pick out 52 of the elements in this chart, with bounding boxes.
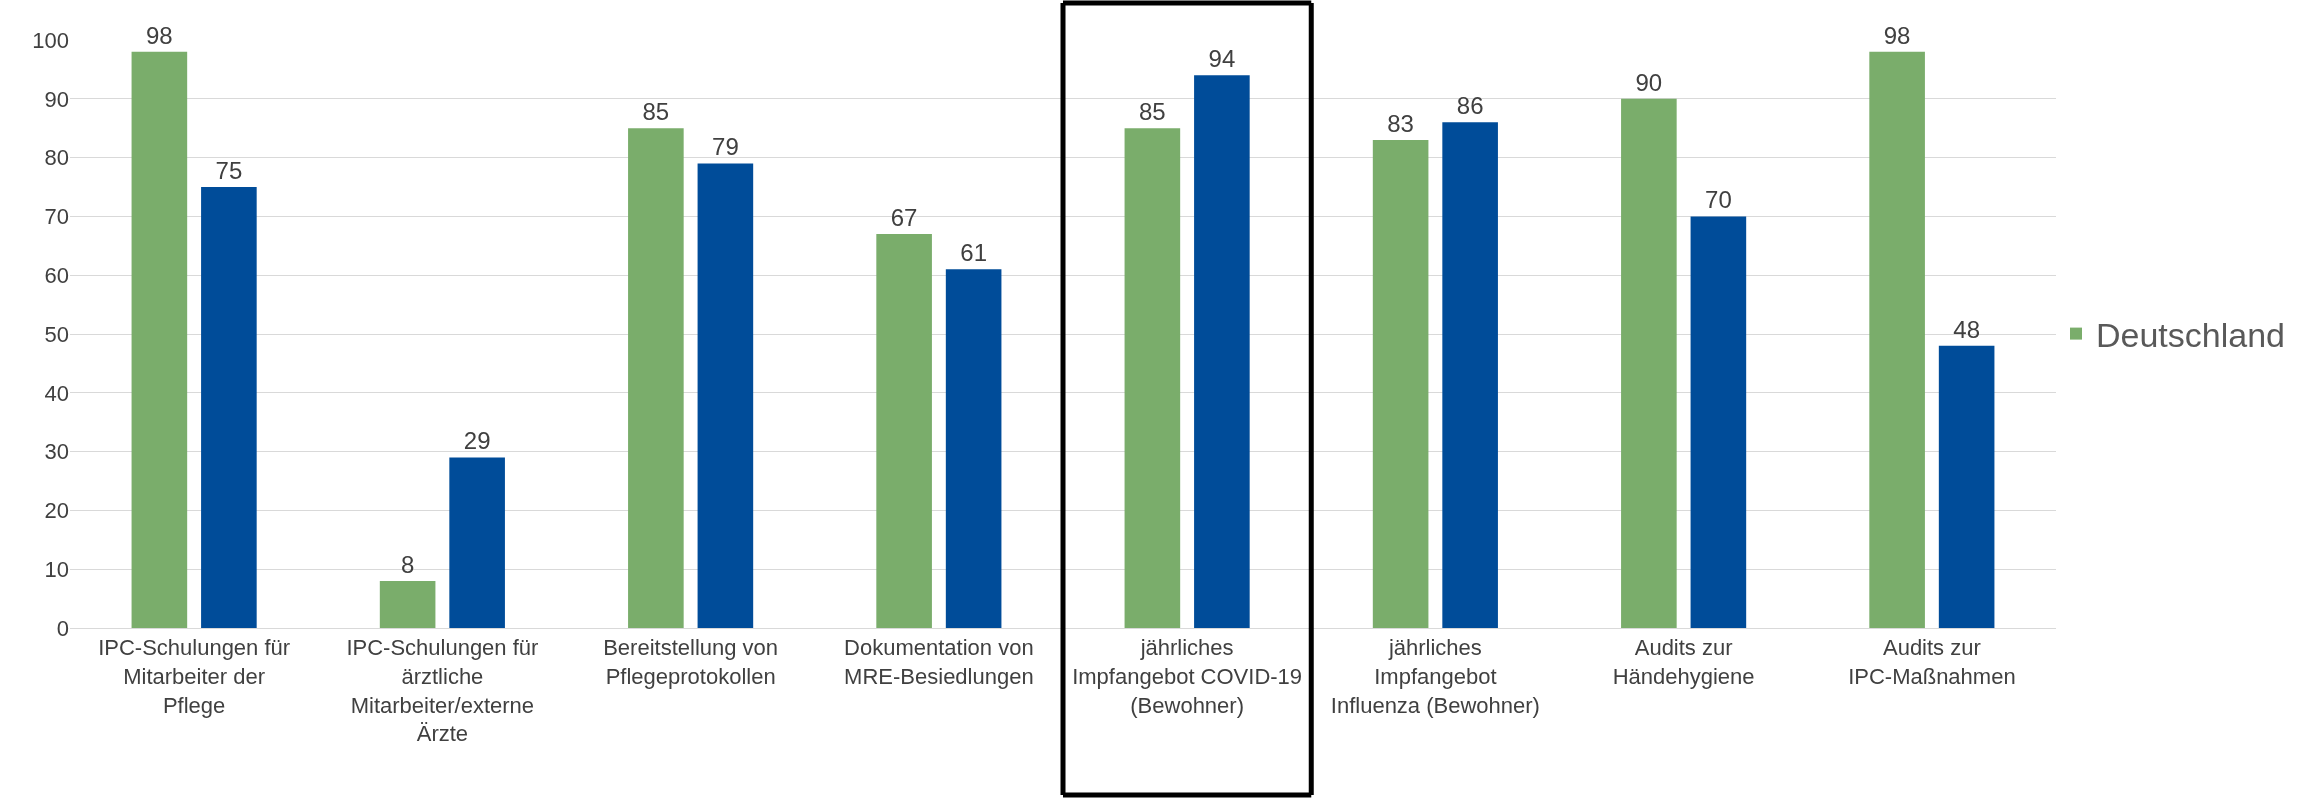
y-tick-label: 70	[44, 204, 69, 230]
data-label: 98	[1883, 21, 1911, 49]
bar	[449, 457, 505, 628]
bar	[1372, 139, 1429, 628]
y-tick-label: 20	[44, 498, 69, 524]
y-tick-label: 10	[44, 556, 69, 582]
bar	[1938, 345, 1995, 628]
bar	[1124, 128, 1181, 628]
data-label: 29	[463, 427, 491, 455]
x-tick-label: IPC-Schulungen für Mitarbeiter der Pflege	[98, 635, 291, 718]
bar	[876, 234, 932, 628]
data-label: 70	[1705, 186, 1732, 214]
bar	[1621, 98, 1677, 628]
data-label: 83	[1387, 109, 1414, 137]
data-label: 90	[1635, 68, 1663, 96]
data-label: 48	[1953, 315, 1980, 343]
data-label: 61	[960, 239, 987, 267]
y-tick-label: 60	[44, 262, 69, 288]
y-tick-label: 0	[56, 615, 69, 641]
data-label: 67	[890, 204, 918, 232]
bar	[379, 580, 436, 628]
data-label: 86	[1456, 92, 1484, 120]
bar	[1194, 75, 1250, 628]
data-label: 79	[712, 133, 739, 161]
x-tick-label: Bereitstellung von Pflegeprotokollen	[603, 635, 779, 689]
bar	[1442, 122, 1498, 628]
x-tick-label: jährliches Impfangebot COVID-19 (Bewohner)	[1072, 635, 1303, 718]
y-tick-label: 30	[44, 439, 69, 465]
y-tick-label: 80	[44, 145, 69, 171]
x-tick-label: jährliches Impfangebot Influenza (Bewohner)	[1330, 635, 1540, 718]
bar	[1690, 216, 1747, 628]
data-label: 94	[1208, 45, 1236, 73]
legend-label: Deutschland	[2096, 315, 2286, 354]
y-tick-label: 40	[44, 380, 69, 406]
y-tick-label: 90	[44, 86, 69, 112]
data-label: 75	[215, 157, 243, 184]
bar	[131, 51, 188, 628]
x-tick-label: IPC-Schulungen für ärztliche Mitarbeiter/externe Ärzte	[346, 635, 539, 747]
data-label: 98	[146, 21, 173, 49]
bar	[201, 187, 257, 628]
x-tick-label: Dokumentation von MRE-Besiedlungen	[844, 635, 1034, 689]
bar	[1869, 51, 1925, 628]
y-tick-label: 50	[44, 321, 69, 347]
y-tick-label: 100	[32, 27, 69, 53]
bar	[628, 128, 684, 628]
bar	[945, 269, 1002, 628]
data-label: 8	[400, 550, 415, 578]
bar	[697, 163, 754, 628]
x-tick-label: Audits zur Händehygiene	[1612, 635, 1755, 689]
data-label: 85	[642, 98, 670, 126]
x-tick-label: Audits zur IPC-Maßnahmen	[1848, 635, 2016, 689]
data-label: 85	[1139, 98, 1166, 126]
